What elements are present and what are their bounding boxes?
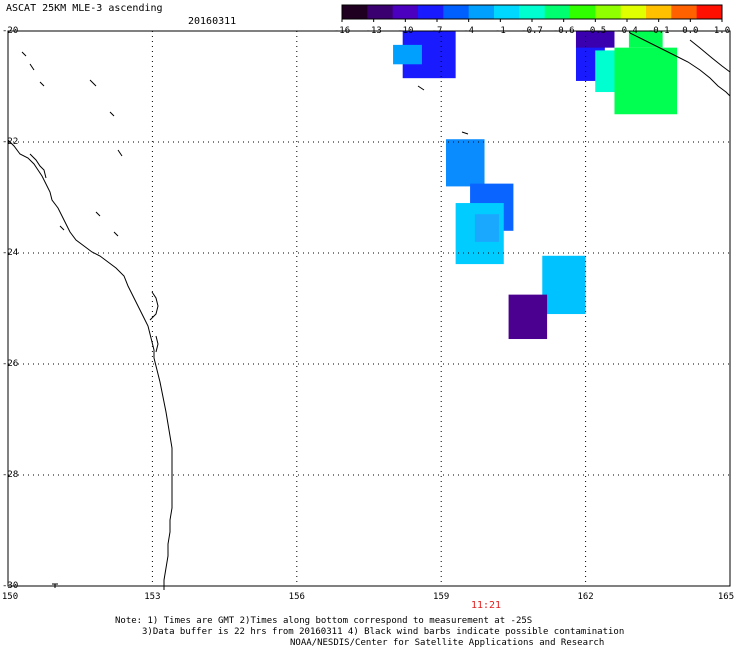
wind-cell: [508, 294, 548, 340]
latitude-tick-label: -20: [2, 26, 19, 36]
small-islands: [21, 51, 469, 237]
colorbar-tick-label: -0.4: [616, 26, 638, 36]
wind-cell: [542, 255, 586, 315]
coastline: [7, 32, 731, 590]
colorbar-swatch: [646, 5, 672, 19]
colorbar-tick-label: -4: [463, 26, 475, 36]
colorbar-tick-label: -7: [431, 26, 443, 36]
note-line-1: Note: 1) Times are GMT 2)Times along bot…: [115, 616, 533, 626]
colorbar-tick-label: -1: [494, 26, 506, 36]
latitude-tick-label: -24: [2, 248, 19, 258]
colorbar-swatch: [392, 5, 419, 19]
wind-cell: [474, 214, 499, 242]
moreton-island: [155, 335, 159, 353]
longitude-tick-label: 159: [433, 592, 450, 602]
colorbar-swatch: [595, 5, 622, 19]
colorbar-swatch: [443, 5, 470, 19]
colorbar-swatch: [696, 5, 723, 19]
wind-cells: [393, 31, 678, 340]
new-caledonia-coastline: [629, 32, 731, 97]
longitude-tick-label: 162: [577, 592, 594, 602]
colorbar-tick-label: -0.6: [552, 26, 575, 36]
colorbar-swatch: [367, 5, 394, 19]
wind-cell: [628, 31, 663, 48]
colorbar-tick-label: -10: [397, 26, 414, 36]
new-caledonia-inner: [689, 39, 731, 73]
colorbar-tick-label: 1.0: [713, 26, 731, 36]
colorbar-swatch: [418, 5, 444, 19]
longitude-tick-label: 150: [1, 592, 19, 602]
pass-time: 11:21: [470, 600, 502, 611]
colorbar-swatch: [671, 5, 698, 19]
colorbar-tick-label: 0.0: [682, 26, 699, 36]
wind-cell: [446, 139, 485, 187]
colorbar-tick-label: -16: [333, 26, 351, 36]
colorbar-swatch: [570, 5, 596, 19]
map-date: 20160311: [188, 16, 237, 27]
colorbar-swatch: [620, 5, 647, 19]
wind-cell: [575, 31, 615, 48]
note-line-2: 3)Data buffer is 22 hrs from 20160311 4)…: [142, 627, 625, 637]
wind-cell: [614, 47, 678, 115]
colorbar-tick-label: -0.5: [584, 26, 607, 36]
latitude-tick-label: -28: [2, 470, 19, 480]
colorbar-tick-label: -0.7: [521, 26, 543, 36]
fraser-island: [149, 291, 159, 321]
plot-frame: [7, 30, 731, 587]
longitude-tick-label: 156: [288, 592, 305, 602]
latitude-tick-label: -22: [2, 137, 19, 147]
colorbar-swatch: [544, 5, 571, 19]
wind-cell: [393, 44, 422, 65]
coast-detail-1: [29, 153, 47, 179]
colorbar-swatch: [342, 5, 368, 19]
latitude-tick-label: -26: [2, 359, 19, 369]
colorbar-swatch: [519, 5, 546, 19]
note-line-3: NOAA/NESDIS/Center for Satellite Applica…: [290, 638, 605, 648]
map-title: ASCAT 25KM MLE-3 ascending: [6, 3, 163, 14]
colorbar-swatch: [494, 5, 520, 19]
latitude-tick-label: -30: [2, 581, 19, 591]
color-scale-bar: [341, 4, 723, 22]
longitude-tick-label: 153: [144, 592, 161, 602]
colorbar-swatch: [468, 5, 495, 19]
longitude-tick-label: 165: [717, 592, 735, 602]
colorbar-tick-label: -0.1: [647, 26, 670, 36]
australia-coastline: [7, 139, 173, 590]
colorbar-tick-label: -13: [365, 26, 382, 36]
